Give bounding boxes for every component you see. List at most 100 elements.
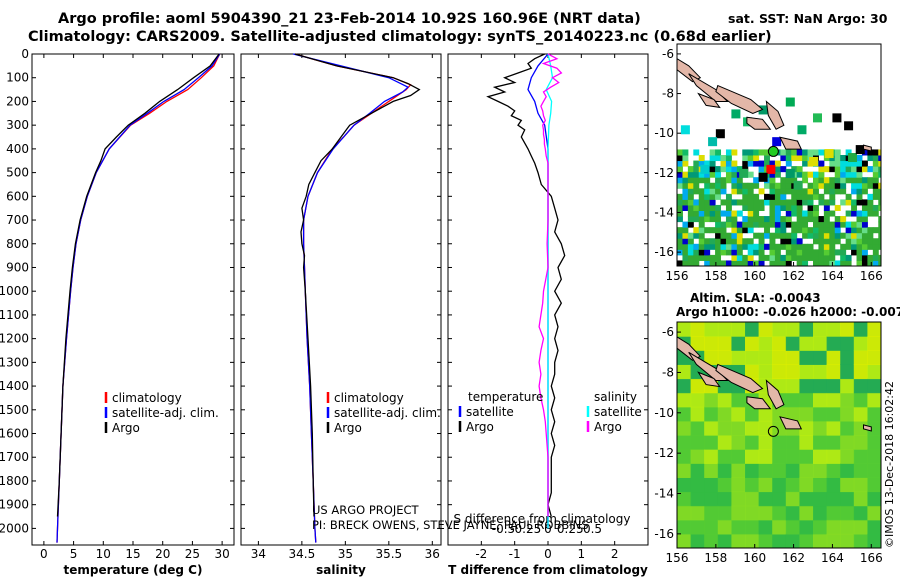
sst-pixel (698, 232, 705, 239)
sst-pixel (753, 232, 760, 239)
sla-pixel (826, 449, 841, 464)
sst-pixel (867, 199, 874, 206)
sst-pixel (780, 149, 787, 156)
sst-pixel (791, 193, 798, 200)
sst-pixel (856, 243, 863, 250)
sla-pixel (813, 477, 828, 493)
sla-pixel (840, 322, 855, 323)
sla-pixel (813, 505, 828, 521)
sla-pixel (826, 519, 841, 535)
sla-pixel (785, 392, 800, 408)
sst-pixel (780, 254, 787, 261)
sst-block (785, 97, 795, 107)
sst-pixel (802, 254, 809, 261)
sst-pixel (818, 160, 825, 167)
sla-pixel (826, 336, 841, 351)
sst-pixel (693, 243, 700, 250)
x-tick-label: 35 (338, 547, 353, 561)
sst-pixel (731, 249, 738, 256)
difference-xlabel2: S difference from climatology (454, 512, 631, 526)
temperature-series-1 (56, 53, 221, 543)
sla-pixel (758, 435, 773, 450)
sla-pixel (813, 519, 828, 535)
sla-pixel (677, 435, 692, 450)
sst-pixel (747, 216, 754, 223)
island-4 (746, 396, 772, 410)
sla-pixel (772, 350, 787, 365)
sst-pixel (774, 216, 781, 223)
sla-pixel (799, 406, 814, 422)
sst-pixel (764, 221, 770, 228)
island-2 (697, 92, 721, 109)
salinity-legend-0-label: climatology (334, 391, 404, 405)
sla-pixel (704, 435, 719, 450)
sst-pixel (682, 238, 689, 245)
sst-pixel (769, 188, 776, 195)
sla-pixel (717, 406, 732, 422)
sla-pixel (758, 449, 773, 464)
island-6 (779, 136, 803, 150)
sst-pixel (840, 232, 847, 239)
sst-pixel (823, 188, 830, 195)
sst-pixel (715, 227, 722, 234)
sst-block (758, 172, 768, 182)
sst-pixel (872, 193, 879, 200)
sst-pixel (791, 243, 798, 250)
sst-pixel (677, 199, 683, 206)
sst-pixel (867, 149, 874, 156)
x2-tick-label: 0 (544, 522, 552, 536)
sst-pixel (764, 182, 770, 189)
sst-pixel (715, 254, 722, 261)
sst-pixel (796, 221, 803, 228)
sla-pixel (840, 491, 855, 507)
y-tick-label: 1800 (0, 474, 29, 488)
sst-pixel (731, 149, 738, 156)
sst-pixel (677, 227, 683, 234)
sst-pixel (802, 249, 809, 256)
sst-pixel (736, 243, 743, 250)
sla-pixel (867, 477, 881, 493)
sst-pixel (845, 260, 852, 266)
sst-pixel (823, 221, 830, 228)
sla-pixel (677, 449, 692, 464)
sst-pixel (829, 221, 836, 228)
sst-pixel (704, 204, 711, 211)
sst-pixel (753, 221, 760, 228)
sla-pixel (731, 420, 746, 436)
sst-pixel (736, 188, 743, 195)
sst-pixel (823, 238, 830, 245)
sla-pixel (785, 378, 800, 394)
sst-pixel (823, 204, 830, 211)
sst-pixel (769, 249, 776, 256)
sst-pixel (818, 149, 825, 156)
sst-pixel (725, 160, 732, 167)
sst-pixel (715, 155, 722, 162)
sst-block (824, 149, 834, 159)
sst-pixel (687, 204, 694, 211)
sst-pixel (813, 149, 819, 156)
sst-pixel (769, 160, 776, 167)
sst-pixel (693, 227, 700, 234)
sst-pixel (802, 243, 809, 250)
sla-pixel (772, 477, 787, 493)
sst-pixel (818, 166, 825, 173)
sst-pixel (742, 260, 749, 266)
sst-pixel (769, 232, 776, 239)
sst-pixel (704, 188, 711, 195)
sst-pixel (851, 177, 858, 184)
sst-pixel (758, 160, 765, 167)
sla-pixel (758, 322, 773, 323)
y-tick-label: 1500 (0, 403, 29, 417)
sst-pixel (693, 177, 700, 184)
sst-pixel (861, 199, 868, 206)
sst-pixel (753, 177, 760, 184)
sst-pixel (823, 210, 830, 217)
sla-pixel (826, 392, 841, 408)
x-tick-label: 1 (578, 547, 586, 561)
sla-pixel (881, 463, 895, 478)
sst-pixel (802, 193, 809, 200)
salinity-series-1 (293, 53, 410, 543)
sst-pixel (796, 188, 803, 195)
sla-pixel (677, 463, 692, 478)
sla-pixel (813, 322, 828, 323)
